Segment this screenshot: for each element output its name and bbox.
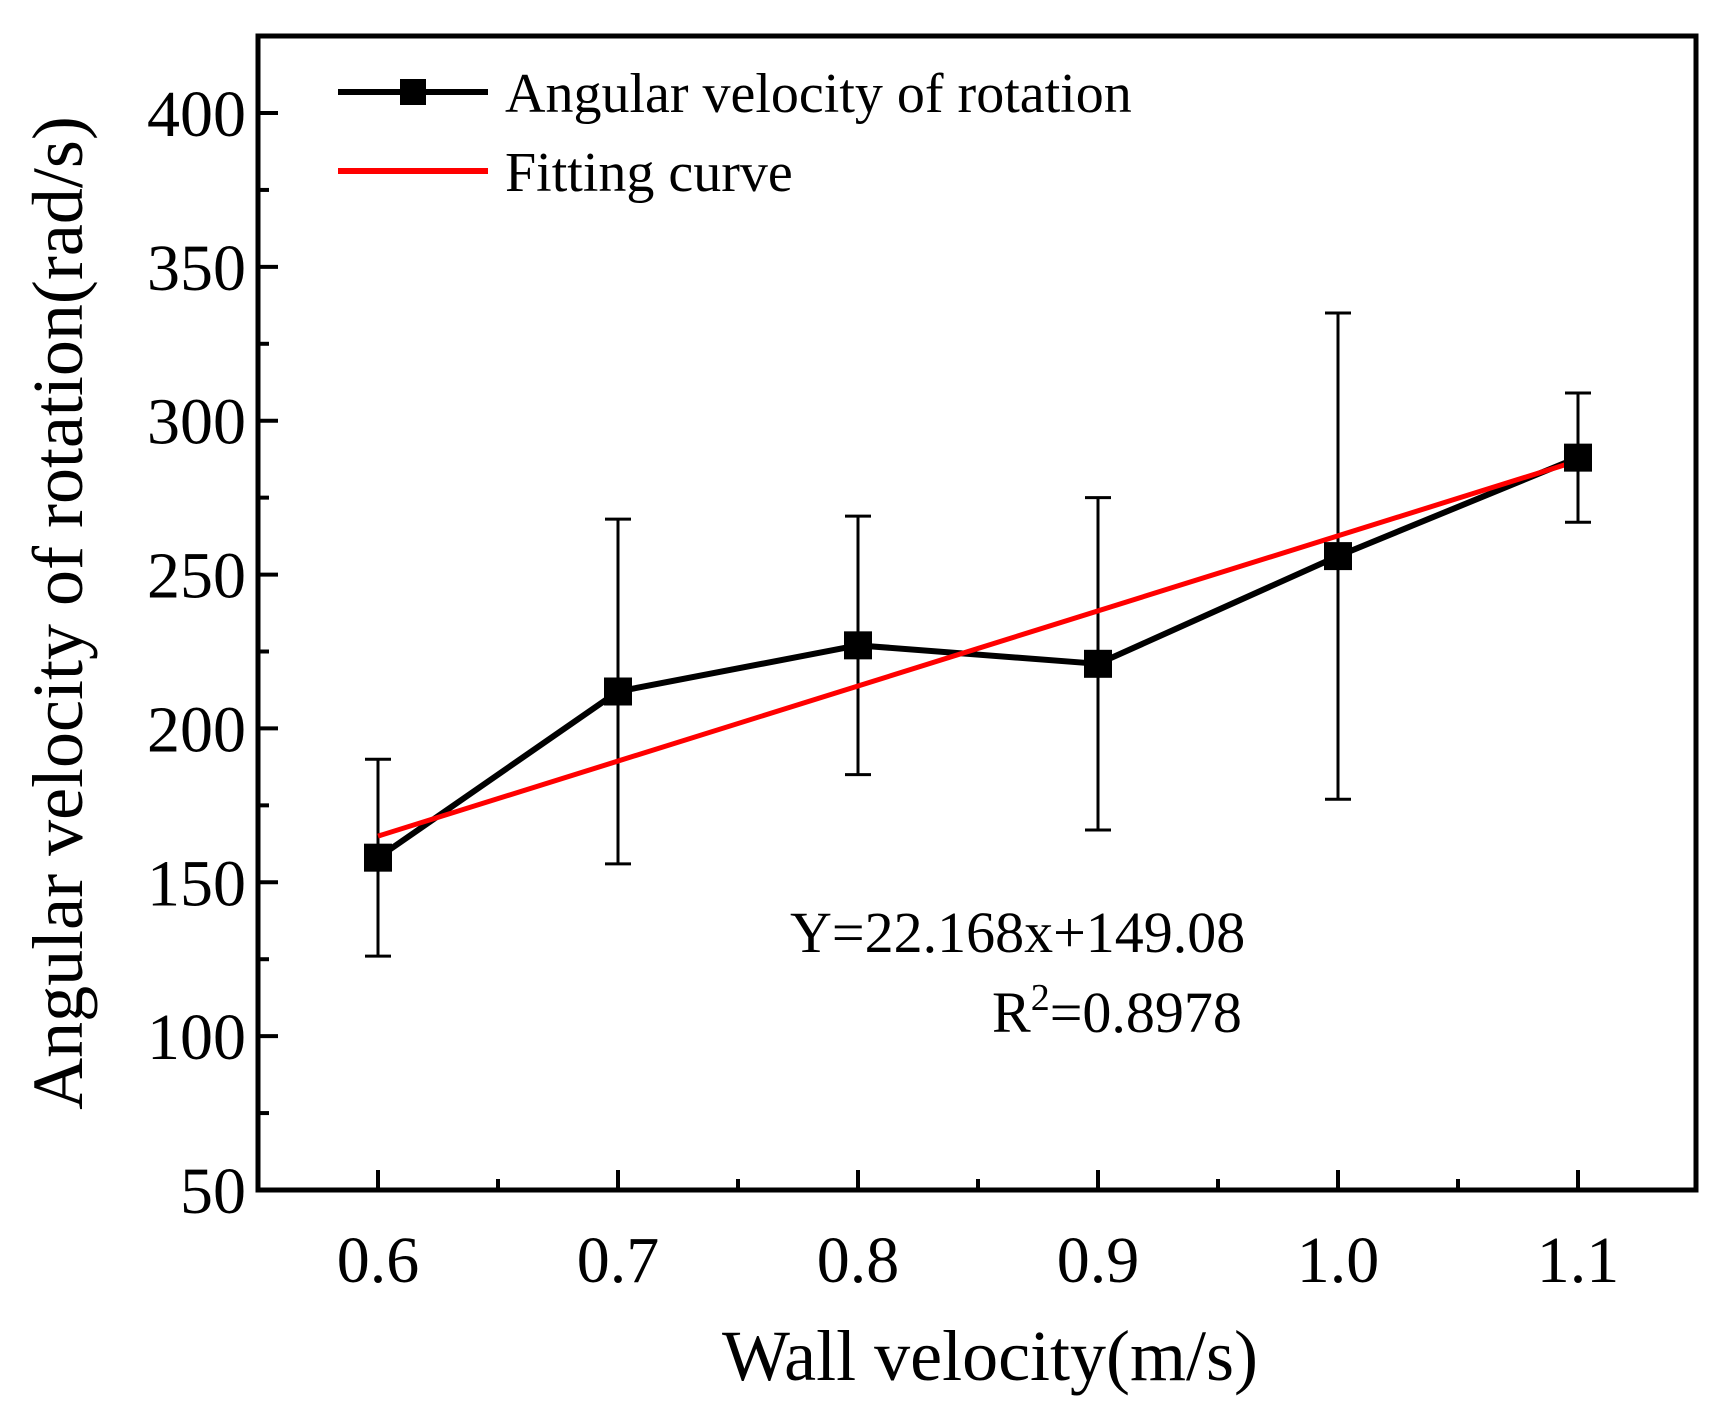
y-tick-label: 250 (147, 540, 246, 613)
x-tick-label: 0.9 (1057, 1224, 1140, 1297)
fit-equation: Y=22.168x+149.08 (790, 900, 1245, 965)
r2-value: =0.8978 (1050, 980, 1242, 1045)
x-tick-label: 0.7 (577, 1224, 660, 1297)
r2-prefix: R (992, 980, 1031, 1045)
x-tick-label: 0.6 (337, 1224, 420, 1297)
y-axis-title: Angular velocity of rotation(rad/s) (18, 116, 98, 1110)
data-point-marker (1324, 542, 1352, 571)
fit-r-squared: R2=0.8978 (992, 977, 1242, 1045)
legend-marker-square (400, 79, 426, 105)
y-tick-label: 150 (147, 847, 246, 920)
data-point-marker (844, 631, 872, 660)
legend-label-observed: Angular velocity of rotation (505, 63, 1132, 125)
data-point-marker (364, 843, 392, 872)
x-tick-label: 1.1 (1537, 1224, 1620, 1297)
legend-label-fit: Fitting curve (505, 142, 793, 204)
series-group (364, 311, 1592, 958)
y-tick-label: 200 (147, 693, 246, 766)
y-tick-label: 300 (147, 386, 246, 459)
y-tick-label: 350 (147, 232, 246, 305)
y-tick-label: 50 (180, 1155, 246, 1228)
data-point-marker (1084, 649, 1112, 678)
y-tick-label: 100 (147, 1001, 246, 1074)
x-axis-title: Wall velocity(m/s) (722, 1316, 1258, 1396)
data-point-marker (1564, 443, 1592, 472)
x-tick-label: 0.8 (817, 1224, 900, 1297)
plot-frame (255, 33, 1699, 1193)
y-tick-label: 400 (147, 78, 246, 151)
series-line-fit (377, 458, 1579, 839)
axis-ticks: 0.6 0.7 0.8 0.9 1.0 1.1 50 100 150 200 250 300 350 40… (147, 78, 1619, 1297)
series-line-observed (376, 454, 1580, 861)
data-point-marker (604, 677, 632, 706)
r2-superscript: 2 (1031, 977, 1050, 1019)
legend: Angular velocity of rotation Fitting cur… (338, 63, 1132, 204)
x-tick-label: 1.0 (1297, 1224, 1380, 1297)
